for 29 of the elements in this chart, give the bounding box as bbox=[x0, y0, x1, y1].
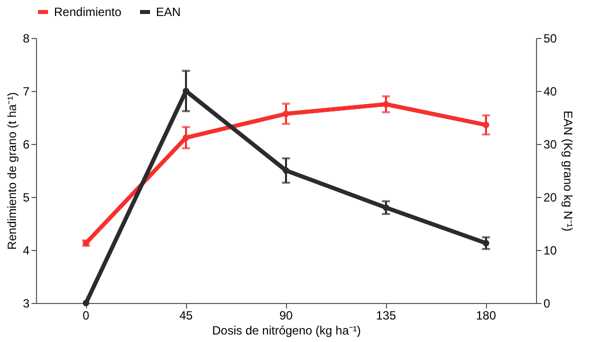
y2-tick-label: 20 bbox=[544, 190, 558, 204]
y2-tick-label: 0 bbox=[544, 296, 550, 310]
point bbox=[482, 122, 490, 128]
x-axis-title: Dosis de nitrógeno (kg ha⁻¹) bbox=[212, 324, 361, 338]
point bbox=[82, 300, 90, 306]
legend-label: EAN bbox=[156, 5, 181, 19]
y-tick-label: 5 bbox=[22, 190, 30, 204]
x-tick-label: 135 bbox=[376, 308, 396, 322]
point bbox=[482, 240, 490, 246]
y-axis-title: Rendimiento de grano (t ha⁻¹) bbox=[4, 92, 19, 250]
point bbox=[382, 101, 390, 108]
point bbox=[282, 110, 290, 117]
legend-label: Rendimiento bbox=[54, 5, 122, 19]
y-tick-label: 3 bbox=[22, 296, 30, 310]
y-tick-label: 4 bbox=[22, 244, 30, 258]
point bbox=[182, 134, 190, 141]
y2-tick-label: 10 bbox=[544, 244, 558, 258]
y-tick-label: 8 bbox=[22, 32, 30, 46]
x-tick-label: 0 bbox=[82, 308, 90, 322]
y2-tick-label: 50 bbox=[544, 32, 558, 46]
x-tick-label: 45 bbox=[179, 308, 193, 322]
y2-tick-label: 30 bbox=[544, 138, 558, 152]
point bbox=[282, 167, 290, 174]
x-tick-label: 90 bbox=[279, 308, 293, 322]
y-tick-label: 6 bbox=[22, 138, 30, 152]
y-tick-label: 7 bbox=[22, 84, 30, 98]
y2-axis-title: EAN (Kg grano kg N⁻¹) bbox=[560, 110, 575, 232]
y2-tick-label: 40 bbox=[544, 84, 558, 98]
x-tick-label: 180 bbox=[476, 308, 496, 322]
